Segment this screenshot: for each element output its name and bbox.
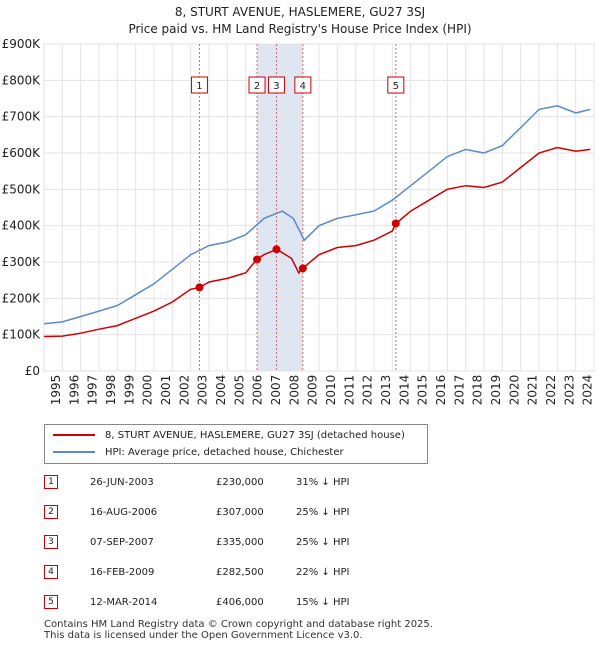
sale-point	[195, 283, 204, 292]
chart-subtitle: Price paid vs. HM Land Registry's House …	[128, 22, 472, 36]
sale-marker-box	[190, 76, 208, 94]
x-tick-label: 2008	[287, 375, 301, 406]
sale-marker-box-label: 5	[393, 81, 399, 92]
x-tick-label: 2004	[214, 375, 228, 406]
sale-hpi-diff: 15% ↓ HPI	[296, 597, 350, 608]
x-tick-label: 2020	[507, 375, 521, 406]
sale-date: 07-SEP-2007	[90, 537, 154, 548]
y-tick-label: £700K	[2, 110, 42, 124]
sale-marker-label: 3	[44, 535, 58, 549]
legend-entry-hpi: HPI: Average price, detached house, Chic…	[53, 445, 344, 461]
x-tick-label: 1996	[67, 375, 81, 406]
sale-row: 5 12-MAR-2014 £406,000 15% ↓ HPI	[0, 592, 600, 614]
y-tick-label: £400K	[2, 219, 42, 233]
sale-price: £406,000	[216, 597, 264, 608]
x-tick-label: 2016	[434, 375, 448, 406]
sale-hpi-diff: 25% ↓ HPI	[296, 537, 350, 548]
legend-label-hpi: HPI: Average price, detached house, Chic…	[105, 447, 344, 458]
sale-price: £230,000	[216, 477, 264, 488]
sale-price: £282,500	[216, 567, 264, 578]
footer-line-1: Contains HM Land Registry data © Crown c…	[44, 619, 433, 630]
sale-marker-box	[294, 76, 312, 94]
sale-marker-box	[267, 76, 285, 94]
x-tick-label: 2014	[397, 375, 411, 406]
x-tick-label: 2009	[306, 375, 320, 406]
x-tick-label: 2021	[526, 375, 540, 406]
chart-legend: 8, STURT AVENUE, HASLEMERE, GU27 3SJ (de…	[44, 424, 428, 464]
x-tick-label: 2002	[177, 375, 191, 406]
sale-point	[272, 245, 281, 254]
y-tick-label: £200K	[2, 291, 42, 305]
legend-swatch-hpi	[53, 451, 95, 453]
y-tick-label: £900K	[2, 37, 42, 51]
sale-point	[298, 264, 307, 273]
x-tick-label: 2019	[489, 375, 503, 406]
x-tick-label: 2000	[141, 375, 155, 406]
y-tick-label: £100K	[2, 328, 42, 342]
x-tick-label: 2013	[379, 375, 393, 406]
x-tick-label: 2017	[452, 375, 466, 406]
x-tick-label: 2001	[159, 375, 173, 406]
x-tick-label: 2007	[269, 375, 283, 406]
x-tick-label: 2022	[544, 375, 558, 406]
sale-point	[391, 219, 400, 228]
price-chart: £0 £100K £200K £300K £400K £500K £600K £700K £80…	[2, 37, 600, 406]
y-tick-label: £300K	[2, 255, 42, 269]
sale-marker-label: 1	[44, 475, 58, 489]
sale-marker-label: 4	[44, 565, 58, 579]
y-tick-label: £600K	[2, 146, 42, 160]
chart-title: 8, STURT AVENUE, HASLEMERE, GU27 3SJ	[174, 5, 426, 19]
footer-line-2: This data is licensed under the Open Gov…	[44, 630, 363, 641]
sale-date: 12-MAR-2014	[90, 597, 158, 608]
sale-row: 2 16-AUG-2006 £307,000 25% ↓ HPI	[0, 502, 600, 524]
x-tick-label: 2003	[196, 375, 210, 406]
sale-marker-box-label: 1	[196, 81, 202, 92]
x-tick-label: 1995	[49, 375, 63, 406]
sale-hpi-diff: 31% ↓ HPI	[296, 477, 350, 488]
y-tick-label: £800K	[2, 73, 42, 87]
sale-marker-box-label: 4	[300, 81, 306, 92]
x-tick-label: 2010	[324, 375, 338, 406]
sale-date: 26-JUN-2003	[90, 477, 154, 488]
x-tick-label: 1997	[86, 375, 100, 406]
sale-price: £335,000	[216, 537, 264, 548]
sale-date: 16-AUG-2006	[90, 507, 158, 518]
sale-marker-box-label: 2	[254, 81, 260, 92]
sale-point	[253, 255, 262, 264]
sale-row: 3 07-SEP-2007 £335,000 25% ↓ HPI	[0, 532, 600, 554]
x-tick-label: 2018	[471, 375, 485, 406]
x-tick-label: 2012	[361, 375, 375, 406]
sale-marker-label: 2	[44, 505, 58, 519]
sale-date: 16-FEB-2009	[90, 567, 155, 578]
sale-price: £307,000	[216, 507, 264, 518]
x-tick-label: 2005	[232, 375, 246, 406]
sale-marker-box-label: 3	[273, 81, 279, 92]
sale-row: 4 16-FEB-2009 £282,500 22% ↓ HPI	[0, 562, 600, 584]
footer-attribution: Contains HM Land Registry data © Crown c…	[44, 619, 433, 641]
legend-entry-property: 8, STURT AVENUE, HASLEMERE, GU27 3SJ (de…	[53, 428, 405, 444]
x-tick-label: 1999	[122, 375, 136, 406]
x-tick-label: 1998	[104, 375, 118, 406]
x-tick-label: 2024	[581, 375, 595, 406]
x-tick-label: 2006	[251, 375, 265, 406]
sale-hpi-diff: 22% ↓ HPI	[296, 567, 350, 578]
sale-marker-box	[248, 76, 266, 94]
y-tick-label: £0	[25, 364, 40, 378]
chart-title-block: 8, STURT AVENUE, HASLEMERE, GU27 3SJ Pri…	[0, 4, 600, 38]
x-tick-label: 2015	[416, 375, 430, 406]
legend-label-property: 8, STURT AVENUE, HASLEMERE, GU27 3SJ (de…	[105, 430, 405, 441]
x-tick-label: 2023	[562, 375, 576, 406]
sale-marker-box	[387, 76, 405, 94]
sale-highlight-band	[257, 44, 303, 371]
hpi-series-line	[43, 105, 591, 325]
y-tick-label: £500K	[2, 182, 42, 196]
x-tick-label: 2011	[342, 375, 356, 406]
legend-swatch-property	[53, 434, 95, 436]
sale-marker-label: 5	[44, 595, 58, 609]
sale-hpi-diff: 25% ↓ HPI	[296, 507, 350, 518]
sale-row: 1 26-JUN-2003 £230,000 31% ↓ HPI	[0, 472, 600, 494]
